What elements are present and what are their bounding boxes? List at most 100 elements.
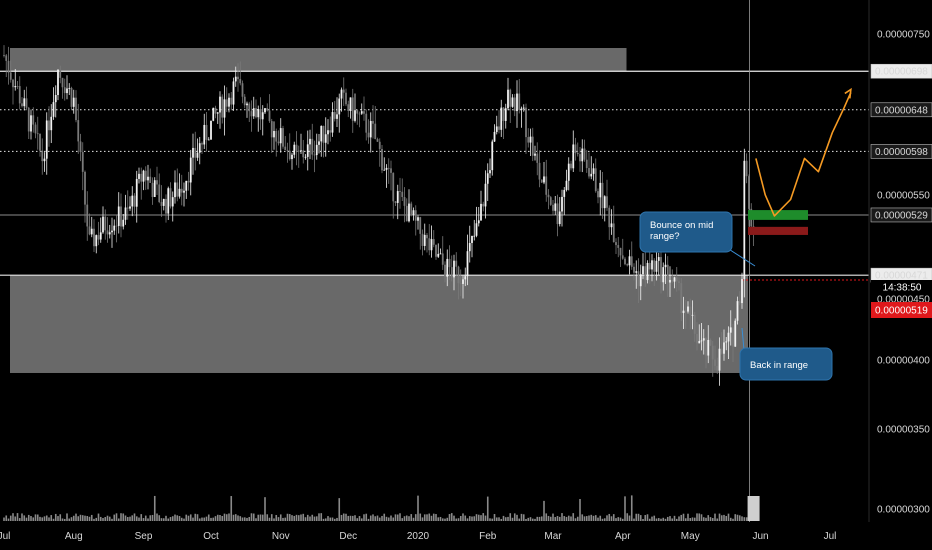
candle-body: [97, 235, 100, 240]
time-tick-label: Jun: [752, 531, 768, 542]
candle-body: [50, 116, 53, 131]
volume-bar: [203, 517, 206, 521]
volume-bar: [162, 518, 165, 521]
candle-body: [441, 253, 444, 265]
volume-bar: [484, 515, 487, 521]
volume-bar: [682, 513, 685, 521]
candle-body: [588, 168, 590, 177]
candle-body: [23, 98, 26, 107]
volume-bar: [486, 496, 489, 521]
candle-body: [619, 247, 622, 256]
candle-body: [525, 107, 527, 138]
annotation-callout[interactable]: Back in range: [739, 327, 833, 381]
volume-bar: [234, 514, 237, 521]
candle-body: [480, 203, 482, 221]
price-axis[interactable]: 0.00000750 0.00000550 0.00000450 0.00000400…: [870, 30, 932, 516]
annotation-box[interactable]: [639, 211, 733, 253]
candle-body: [504, 108, 507, 121]
candle-body: [239, 79, 242, 84]
candle-body: [628, 256, 631, 266]
candle-body: [142, 170, 145, 182]
volume-bar: [88, 516, 91, 521]
volume-bar: [423, 514, 426, 521]
candle-body: [711, 345, 714, 360]
volume-bar: [156, 513, 158, 521]
candle-body: [228, 97, 230, 107]
candle-body: [396, 191, 399, 203]
candle-body: [527, 137, 530, 143]
candle-body: [453, 260, 455, 278]
volume-bar: [509, 513, 512, 521]
candle-body: [491, 141, 494, 171]
candle-body: [369, 120, 372, 138]
level-price-label-box: [870, 63, 932, 79]
volume-bar: [338, 498, 341, 521]
candle-body: [171, 197, 174, 207]
volume-bar: [558, 516, 561, 521]
candle-body: [475, 223, 478, 236]
volume-bar: [387, 517, 390, 521]
annotation-box[interactable]: [739, 347, 833, 381]
volume-bar: [417, 495, 419, 521]
volume-bar: [216, 514, 219, 521]
candle-body: [102, 216, 104, 233]
candle-body: [300, 150, 302, 152]
volume-bar: [441, 518, 444, 521]
volume-bar: [574, 518, 577, 521]
volume-bar: [529, 517, 532, 521]
volume-bar: [741, 516, 743, 521]
candle-body: [117, 206, 120, 226]
time-tick-label: Jul: [824, 531, 837, 542]
candle-body: [219, 96, 221, 113]
volume-bar: [336, 517, 338, 521]
volume-bar: [72, 515, 75, 521]
candle-body: [693, 314, 696, 334]
volume-bar: [113, 514, 116, 521]
candle-body: [304, 156, 307, 158]
volume-bar: [601, 518, 604, 521]
candle-body: [477, 220, 480, 224]
candle-body: [259, 109, 262, 120]
candle-body: [122, 219, 125, 227]
volume-bar: [581, 514, 584, 521]
volume-bar: [320, 513, 323, 521]
candle-body: [716, 365, 719, 371]
candle-body: [374, 123, 377, 140]
target-zone: [748, 210, 808, 220]
candle-body: [392, 172, 395, 202]
volume-bar: [594, 515, 597, 521]
volume-bar: [36, 514, 39, 521]
candle-body: [669, 279, 671, 283]
volume-bar: [630, 495, 633, 521]
candle-body: [225, 99, 228, 107]
volume-bar: [3, 517, 5, 521]
volume-bar: [219, 515, 221, 521]
trade-zones: [748, 210, 808, 235]
candle-body: [610, 223, 613, 228]
volume-bar: [576, 516, 579, 521]
candle-body: [365, 113, 368, 133]
candle-body: [61, 77, 64, 88]
candle-body: [180, 188, 183, 193]
candle-body: [79, 141, 82, 153]
candle-body: [630, 256, 633, 267]
candle-body: [90, 228, 93, 235]
candle-body: [606, 196, 608, 208]
volume-bar: [340, 514, 343, 521]
candle-body: [21, 103, 23, 107]
candle-body: [221, 96, 224, 118]
time-axis[interactable]: Jul Aug Sep Oct Nov Dec 2020 Feb Mar Apr May Jun Jul: [0, 531, 836, 542]
candle-body: [583, 148, 586, 160]
candle-body: [412, 210, 415, 216]
volume-bar: [41, 517, 44, 521]
candle-body: [516, 93, 518, 112]
candle-body: [165, 198, 167, 214]
candle-body: [531, 136, 534, 156]
volume-bar: [12, 513, 14, 521]
volume-bar: [489, 518, 491, 521]
volume-bar: [450, 513, 453, 521]
candle-body: [345, 92, 347, 105]
